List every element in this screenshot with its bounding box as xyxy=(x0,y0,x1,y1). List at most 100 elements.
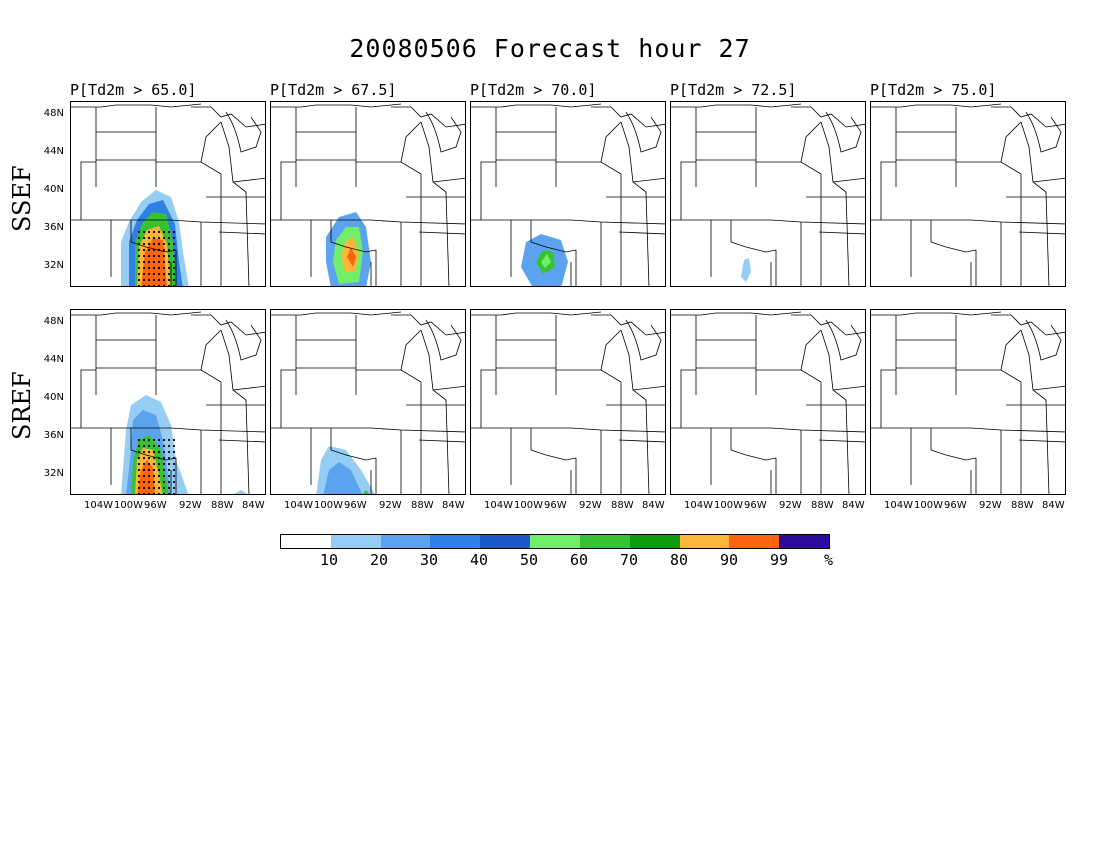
stipple-dot xyxy=(147,284,151,286)
stipple-dot xyxy=(152,444,156,448)
state-border xyxy=(425,319,462,361)
state-border xyxy=(880,107,897,187)
state-border xyxy=(191,106,265,128)
y-label-36n-bottom: 36N xyxy=(43,430,64,441)
stipple-dot xyxy=(137,492,141,494)
stipple-dot xyxy=(147,266,151,270)
stipple-dot xyxy=(167,438,171,442)
x-label: 84W xyxy=(1042,500,1065,511)
state-border xyxy=(391,106,465,128)
map-svg xyxy=(271,103,465,286)
colorbar-swatch xyxy=(281,535,331,548)
stipple-dot xyxy=(137,272,141,276)
state-border xyxy=(370,196,465,286)
state-border xyxy=(871,187,912,277)
state-border xyxy=(871,103,1002,108)
state-border xyxy=(271,103,402,108)
state-border xyxy=(1020,329,1047,494)
stipple-dot xyxy=(172,278,176,282)
colorbar-swatch xyxy=(380,535,431,548)
state-border xyxy=(911,219,1065,225)
stipple-dot xyxy=(172,266,176,270)
x-label: 100W xyxy=(514,500,543,511)
stipple-dot xyxy=(137,254,141,258)
probability-contour xyxy=(234,490,248,494)
stipple-dot xyxy=(162,272,166,276)
state-border xyxy=(671,311,802,316)
stipple-dot xyxy=(162,456,166,460)
stipple-dot xyxy=(147,450,151,454)
stipple-dot xyxy=(167,474,171,478)
stipple-dot xyxy=(147,230,151,234)
state-border xyxy=(832,177,865,286)
state-border xyxy=(711,219,865,225)
x-label: 100W xyxy=(114,500,143,511)
state-border xyxy=(625,111,662,153)
state-border xyxy=(975,222,1002,286)
stipple-dot xyxy=(142,248,146,252)
stipple-dot xyxy=(157,254,161,258)
state-border xyxy=(175,222,202,286)
stipple-dot xyxy=(157,266,161,270)
state-border xyxy=(775,430,802,494)
state-border xyxy=(1025,111,1062,153)
stipple-dot xyxy=(142,272,146,276)
x-label: 104W xyxy=(484,500,513,511)
stipple-dot xyxy=(157,468,161,472)
stipple-dot xyxy=(152,462,156,466)
stipple-dot xyxy=(162,450,166,454)
x-label: 104W xyxy=(884,500,913,511)
colorbar-label-80: 80 xyxy=(670,551,689,569)
state-border xyxy=(425,111,462,153)
stipple-dot xyxy=(157,462,161,466)
state-border xyxy=(480,107,497,187)
stipple-dot xyxy=(147,486,151,490)
x-label: 88W xyxy=(611,500,634,511)
colorbar-unit: % xyxy=(824,551,834,569)
colorbar-label-40: 40 xyxy=(470,551,489,569)
state-border xyxy=(832,385,865,494)
stipple-dot xyxy=(147,474,151,478)
map-panel-ssef-5 xyxy=(870,101,1066,287)
state-border xyxy=(671,103,802,108)
state-border xyxy=(896,107,957,187)
x-label: 92W xyxy=(179,500,202,511)
state-border xyxy=(420,329,447,494)
state-border xyxy=(770,404,865,494)
colorbar-swatch xyxy=(679,535,730,548)
y-label-40n-bottom: 40N xyxy=(43,392,64,403)
state-border xyxy=(471,187,512,277)
stipple-dot xyxy=(152,260,156,264)
stipple-dot xyxy=(162,480,166,484)
y-label-32n-bottom: 32N xyxy=(43,468,64,479)
figure-title: 20080506 Forecast hour 27 xyxy=(349,34,751,63)
state-border xyxy=(991,106,1065,128)
stipple-dot xyxy=(142,284,146,286)
stipple-dot xyxy=(162,438,166,442)
stipple-dot xyxy=(152,480,156,484)
state-border xyxy=(1032,177,1065,286)
state-border xyxy=(96,315,157,395)
state-border xyxy=(170,404,265,494)
state-border xyxy=(420,121,447,286)
map-panel-ssef-1 xyxy=(70,101,266,287)
x-label: 96W xyxy=(744,500,767,511)
x-label: 96W xyxy=(144,500,167,511)
state-border xyxy=(71,311,202,316)
stipple-dot xyxy=(172,480,176,484)
stipple-dot xyxy=(152,266,156,270)
state-border xyxy=(71,103,202,108)
y-label-48n-top: 48N xyxy=(43,108,64,119)
stipple-dot xyxy=(147,462,151,466)
state-border xyxy=(671,395,712,485)
state-border xyxy=(432,385,465,494)
probability-contour xyxy=(362,490,370,494)
x-label: 100W xyxy=(314,500,343,511)
stipple-dot xyxy=(162,486,166,490)
stipple-dot xyxy=(162,284,166,286)
state-border xyxy=(711,427,865,433)
state-border xyxy=(375,222,402,286)
stipple-dot xyxy=(152,492,156,494)
x-label: 84W xyxy=(442,500,465,511)
stipple-dot xyxy=(167,230,171,234)
